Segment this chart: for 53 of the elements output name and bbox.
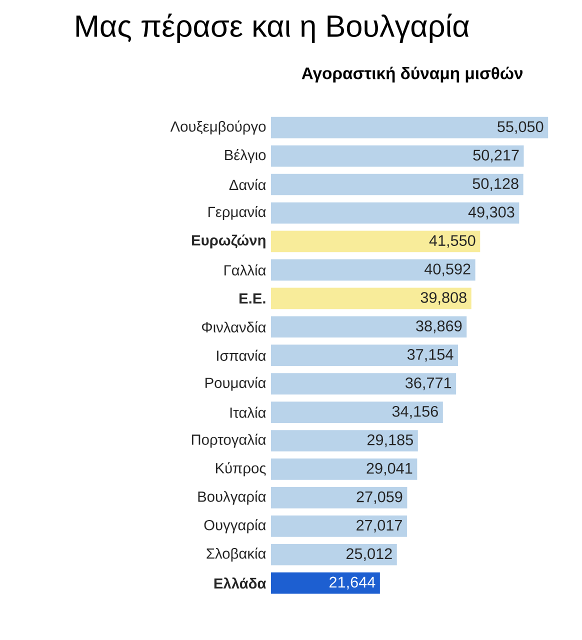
chart-subtitle: Αγοραστική δύναμη μισθών: [302, 66, 523, 83]
data-label: 39,808: [420, 292, 466, 305]
y-tick-label: Φινλανδία: [202, 321, 266, 332]
bar: [270, 373, 456, 394]
data-label: 36,771: [406, 377, 452, 390]
y-tick-label: Ιταλία: [230, 406, 266, 418]
bar: [270, 230, 480, 252]
y-tick-label: Πορτογαλία: [192, 434, 266, 448]
data-label: 55,050: [498, 121, 544, 134]
y-tick-label: Ελλάδα: [214, 578, 266, 589]
y-tick-label: Σλοβακία: [206, 548, 266, 562]
data-label: 41,550: [429, 235, 476, 248]
data-label: 34,156: [392, 406, 438, 419]
data-label: 27,059: [356, 491, 402, 504]
data-label: 27,017: [356, 520, 402, 532]
bar: [270, 288, 472, 310]
y-tick-label: Γερμανία: [208, 206, 266, 220]
data-label: 38,869: [416, 320, 462, 334]
y-tick-label: Ε.Ε.: [240, 293, 266, 304]
y-tick-label: Ισπανία: [217, 350, 266, 361]
y-tick-label: Ευρωζώνη: [192, 234, 266, 248]
bar: [270, 515, 407, 537]
y-tick-label: Δανία: [229, 178, 266, 190]
data-label: 29,041: [366, 462, 412, 476]
bar: [270, 145, 524, 167]
data-label: 50,217: [473, 150, 519, 162]
data-label: 40,592: [424, 264, 470, 276]
bar: [270, 487, 408, 508]
bar: [270, 174, 524, 196]
bar: [270, 458, 418, 480]
y-tick-label: Κύπρος: [216, 462, 266, 476]
data-label: 29,185: [368, 434, 413, 448]
bar: [270, 259, 476, 281]
bar: [270, 316, 467, 338]
bar: [270, 572, 380, 594]
chart-title: Μας πέρασε και η Βουλγαρία: [76, 14, 469, 44]
bar: [270, 202, 520, 224]
data-label: 37,154: [407, 349, 454, 362]
y-tick-label: Ουγγαρία: [204, 519, 266, 534]
data-label: 25,012: [346, 548, 392, 561]
bar: [270, 430, 418, 452]
bar: [270, 402, 443, 423]
y-tick-label: Βέλγιο: [225, 149, 266, 164]
bar: [270, 544, 397, 566]
data-label: 50,128: [472, 178, 518, 191]
data-label: 49,303: [468, 206, 514, 220]
data-label: 21,644: [330, 576, 376, 590]
y-tick-label: Γαλλία: [224, 264, 266, 276]
y-tick-label: Ρουμανία: [206, 376, 266, 391]
bar: [270, 344, 458, 366]
bar: [270, 116, 548, 138]
y-tick-label: Λουξεμβούργο: [170, 120, 266, 135]
y-tick-label: Βουλγαρία: [198, 490, 266, 505]
